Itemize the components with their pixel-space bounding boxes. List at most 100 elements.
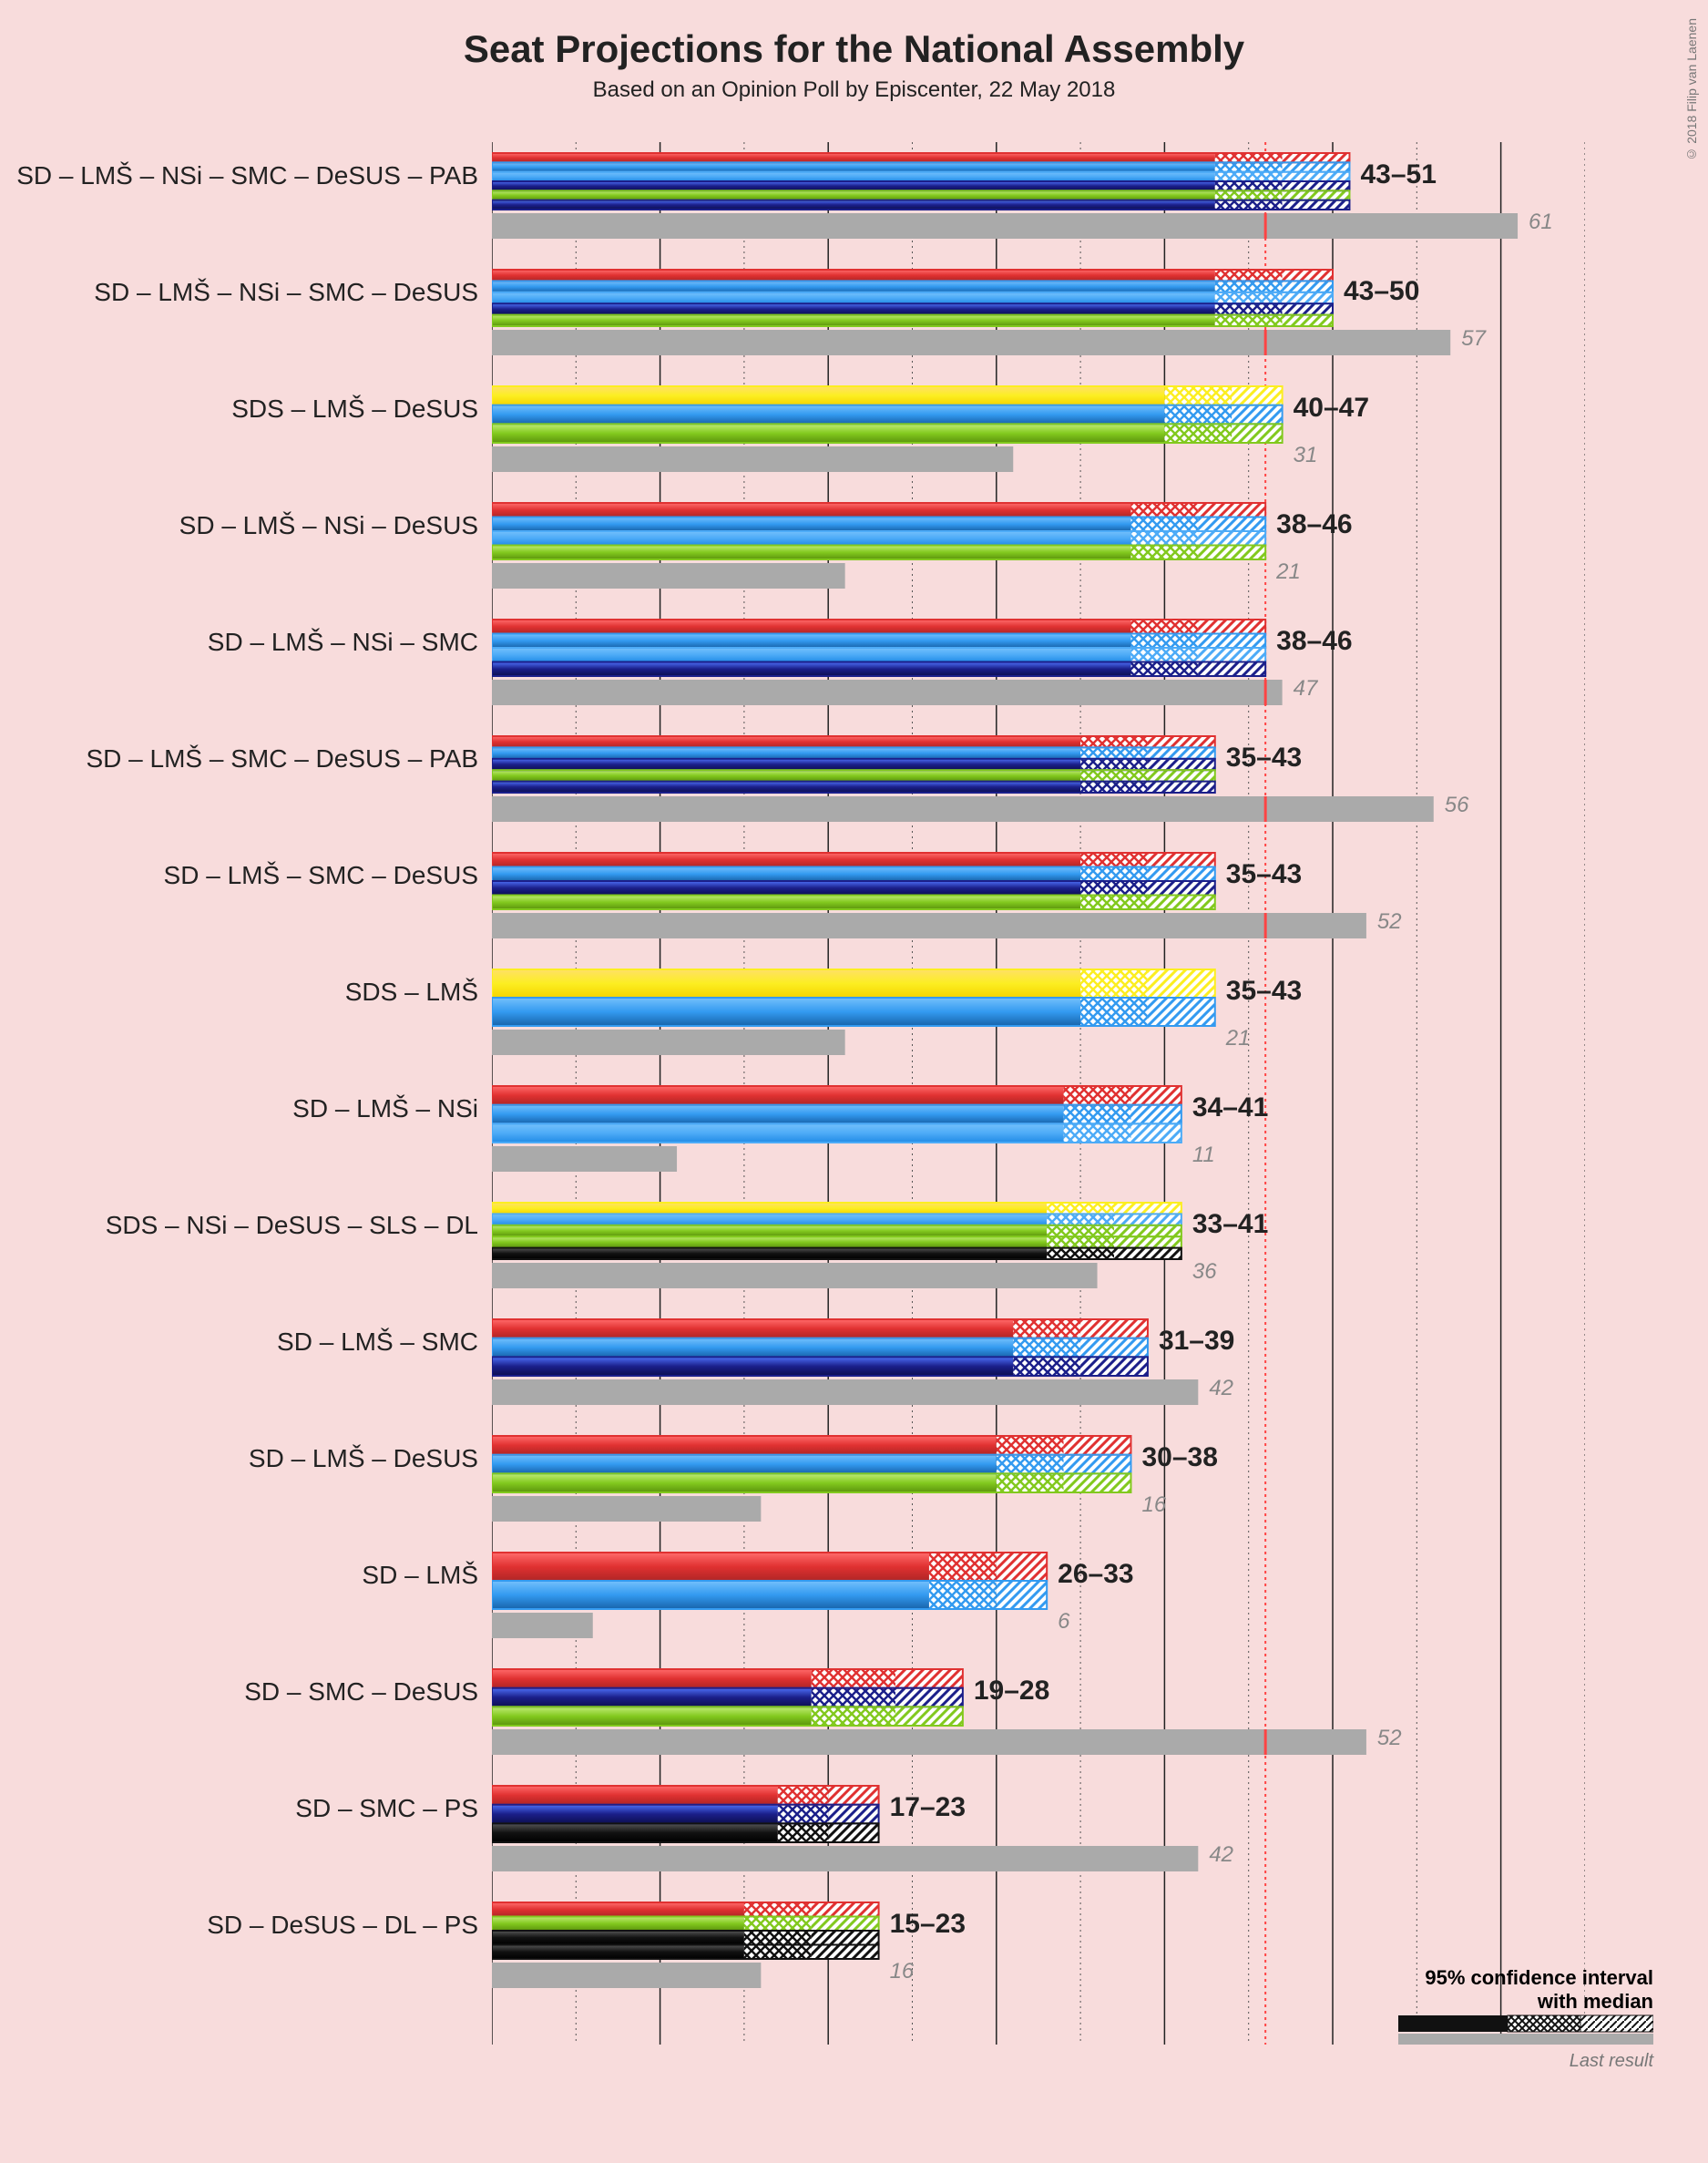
range-label: 40–47	[1294, 393, 1369, 424]
coalition-bar	[492, 1931, 744, 1945]
range-label: 19–28	[974, 1676, 1049, 1707]
range-label: 43–51	[1360, 159, 1436, 190]
coalition-bar	[492, 1688, 812, 1707]
last-result-label: 52	[1377, 1726, 1402, 1751]
legend-line-2: with median	[1398, 1990, 1653, 2014]
coalition-bar	[492, 181, 1215, 190]
range-label: 38–46	[1276, 626, 1352, 657]
legend-swatch	[1398, 2014, 1653, 2046]
coalition-bar	[492, 620, 1130, 634]
last-result-bar	[492, 913, 1366, 938]
last-result-label: 42	[1209, 1376, 1233, 1401]
coalition-bar	[492, 1707, 812, 1726]
coalition-label: SD – LMŠ – NSi – DeSUS	[179, 511, 478, 540]
coalition-bar	[492, 1553, 929, 1581]
coalition-label: SD – LMŠ – NSi – SMC – DeSUS	[94, 278, 478, 307]
coalition-bar	[492, 315, 1215, 326]
last-result-label: 57	[1461, 326, 1486, 352]
coalition-bar	[492, 747, 1080, 758]
coalition-bar	[492, 424, 1164, 443]
range-label: 38–46	[1276, 509, 1352, 540]
coalition-label: SD – LMŠ – SMC – DeSUS	[164, 861, 478, 890]
last-result-label: 36	[1192, 1259, 1217, 1285]
legend-line-1: 95% confidence interval	[1398, 1966, 1653, 1990]
range-label: 34–41	[1192, 1092, 1268, 1123]
coalition-bar	[492, 1248, 1047, 1259]
coalition-label: SD – LMŠ – DeSUS	[249, 1444, 478, 1473]
coalition-label: SD – LMŠ – SMC	[277, 1328, 478, 1357]
coalition-bar	[492, 1473, 997, 1492]
last-result-bar	[492, 446, 1013, 472]
coalition-bar	[492, 303, 1215, 314]
last-result-bar	[492, 1379, 1198, 1405]
last-result-bar	[492, 680, 1283, 705]
coalition-bar	[492, 782, 1080, 793]
last-result-label: 16	[1141, 1492, 1166, 1518]
last-result-label: 6	[1058, 1609, 1069, 1635]
range-label: 35–43	[1226, 743, 1302, 774]
last-result-label: 52	[1377, 909, 1402, 935]
coalition-bar	[492, 292, 1215, 303]
coalition-bar	[492, 736, 1080, 747]
last-result-bar	[492, 1030, 845, 1055]
last-result-bar	[492, 1496, 761, 1522]
coalition-bar	[492, 1455, 997, 1474]
last-result-bar	[492, 330, 1450, 355]
coalition-bar	[492, 153, 1215, 162]
coalition-bar	[492, 853, 1080, 867]
coalition-bar	[492, 518, 1130, 532]
last-result-bar	[492, 1146, 677, 1172]
last-result-bar	[492, 796, 1434, 822]
range-label: 17–23	[890, 1792, 966, 1823]
coalition-bar	[492, 1823, 778, 1842]
coalition-bar	[492, 1105, 1064, 1124]
range-label: 35–43	[1226, 976, 1302, 1007]
coalition-bar	[492, 386, 1164, 405]
coalition-bar	[492, 634, 1130, 649]
coalition-bar	[492, 531, 1130, 546]
last-result-label: 31	[1294, 443, 1318, 468]
range-label: 35–43	[1226, 859, 1302, 890]
coalition-bar	[492, 759, 1080, 770]
coalition-bar	[492, 867, 1080, 882]
coalition-label: SDS – LMŠ – DeSUS	[231, 395, 478, 424]
credit-text: © 2018 Filip van Laenen	[1684, 18, 1699, 162]
coalition-bar	[492, 503, 1130, 518]
last-result-label: 21	[1226, 1026, 1251, 1051]
chart-subtitle: Based on an Opinion Poll by Episcenter, …	[0, 77, 1708, 103]
coalition-bar	[492, 546, 1130, 560]
last-result-label: 56	[1445, 793, 1469, 818]
coalition-bar	[492, 1225, 1047, 1236]
coalition-bar	[492, 1669, 812, 1688]
coalition-bar	[492, 969, 1080, 998]
last-result-label: 16	[890, 1959, 915, 1984]
legend: 95% confidence interval with median Last…	[1398, 1966, 1653, 2072]
range-label: 31–39	[1159, 1326, 1234, 1357]
coalition-label: SD – LMŠ – NSi	[292, 1094, 478, 1123]
coalition-label: SD – SMC – PS	[295, 1794, 478, 1823]
coalition-bar	[492, 1236, 1047, 1247]
coalition-bar	[492, 1805, 778, 1824]
last-result-bar	[492, 1613, 593, 1638]
coalition-label: SD – DeSUS – DL – PS	[207, 1911, 478, 1940]
coalition-bar	[492, 1123, 1064, 1143]
coalition-bar	[492, 1581, 929, 1609]
last-result-label: 61	[1529, 210, 1553, 235]
coalition-bar	[492, 1319, 1013, 1338]
coalition-bar	[492, 1214, 1047, 1225]
coalition-bar	[492, 662, 1130, 677]
coalition-bar	[492, 1357, 1013, 1376]
last-result-bar	[492, 563, 845, 589]
last-result-bar	[492, 1846, 1198, 1871]
coalition-bar	[492, 1086, 1064, 1105]
coalition-label: SDS – LMŠ	[345, 978, 478, 1007]
last-result-bar	[492, 1729, 1366, 1755]
coalition-bar	[492, 172, 1215, 181]
last-result-label: 47	[1294, 676, 1318, 702]
chart-title: Seat Projections for the National Assemb…	[0, 27, 1708, 71]
coalition-label: SD – LMŠ – SMC – DeSUS – PAB	[86, 744, 478, 774]
coalition-bar	[492, 1203, 1047, 1214]
coalition-bar	[492, 896, 1080, 910]
range-label: 26–33	[1058, 1559, 1133, 1590]
coalition-bar	[492, 190, 1215, 200]
